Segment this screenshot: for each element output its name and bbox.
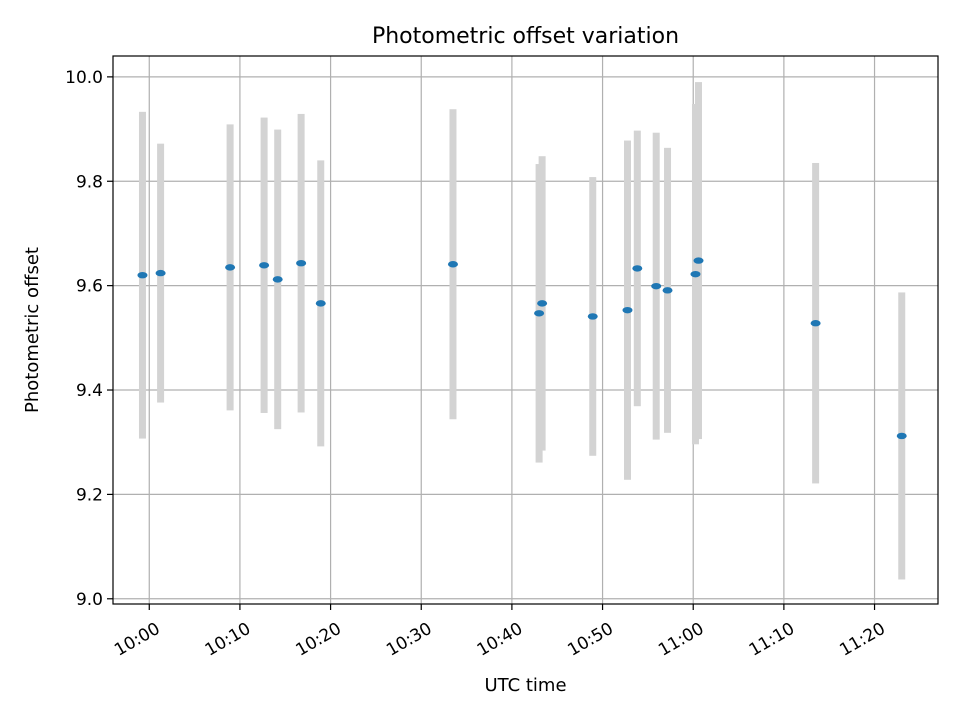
data-point [447,261,458,268]
x-axis: 10:00 10:10 10:20 10:30 10:40 10:50 11:00 11:10… [111,604,889,661]
x-tick-label: 10:40 [474,619,526,661]
x-tick-label: 11:10 [746,619,798,661]
x-tick-label: 10:20 [292,619,344,661]
y-tick-label: 10.0 [65,68,103,88]
data-point [296,259,307,267]
y-axis-label: Photometric offset [22,247,43,413]
data-points [137,257,907,440]
data-point [537,300,548,307]
data-point [693,257,704,264]
data-point [690,270,701,278]
chart-title: Photometric offset variation [372,24,679,49]
data-point [534,310,545,317]
y-tick-label: 9.6 [76,277,103,297]
x-tick-label: 10:30 [383,619,435,661]
plot-area [112,55,939,605]
data-point [662,287,673,294]
data-point [651,282,662,290]
y-tick-label: 9.4 [76,381,103,401]
x-tick-label: 10:10 [202,619,254,661]
data-point [896,432,907,440]
x-tick-label: 11:00 [655,619,707,661]
data-point [622,306,633,314]
x-axis-label: UTC time [484,675,566,696]
data-point [315,300,326,307]
y-tick-label: 9.0 [76,590,103,610]
data-point [810,320,821,327]
data-point [259,262,270,269]
x-tick-label: 10:50 [564,619,616,661]
x-tick-label: 10:00 [111,619,163,661]
data-point [137,272,148,279]
data-point [632,265,643,272]
x-tick-label: 11:20 [836,619,888,661]
data-point [272,276,283,283]
data-point [587,313,598,320]
grid-lines [113,56,938,604]
y-axis: 9.0 9.2 9.4 9.6 9.8 10.0 [65,68,113,610]
data-point [155,269,166,277]
error-bars [138,82,906,580]
data-point [225,264,236,271]
y-tick-label: 9.2 [76,485,103,505]
y-tick-label: 9.8 [76,172,103,192]
